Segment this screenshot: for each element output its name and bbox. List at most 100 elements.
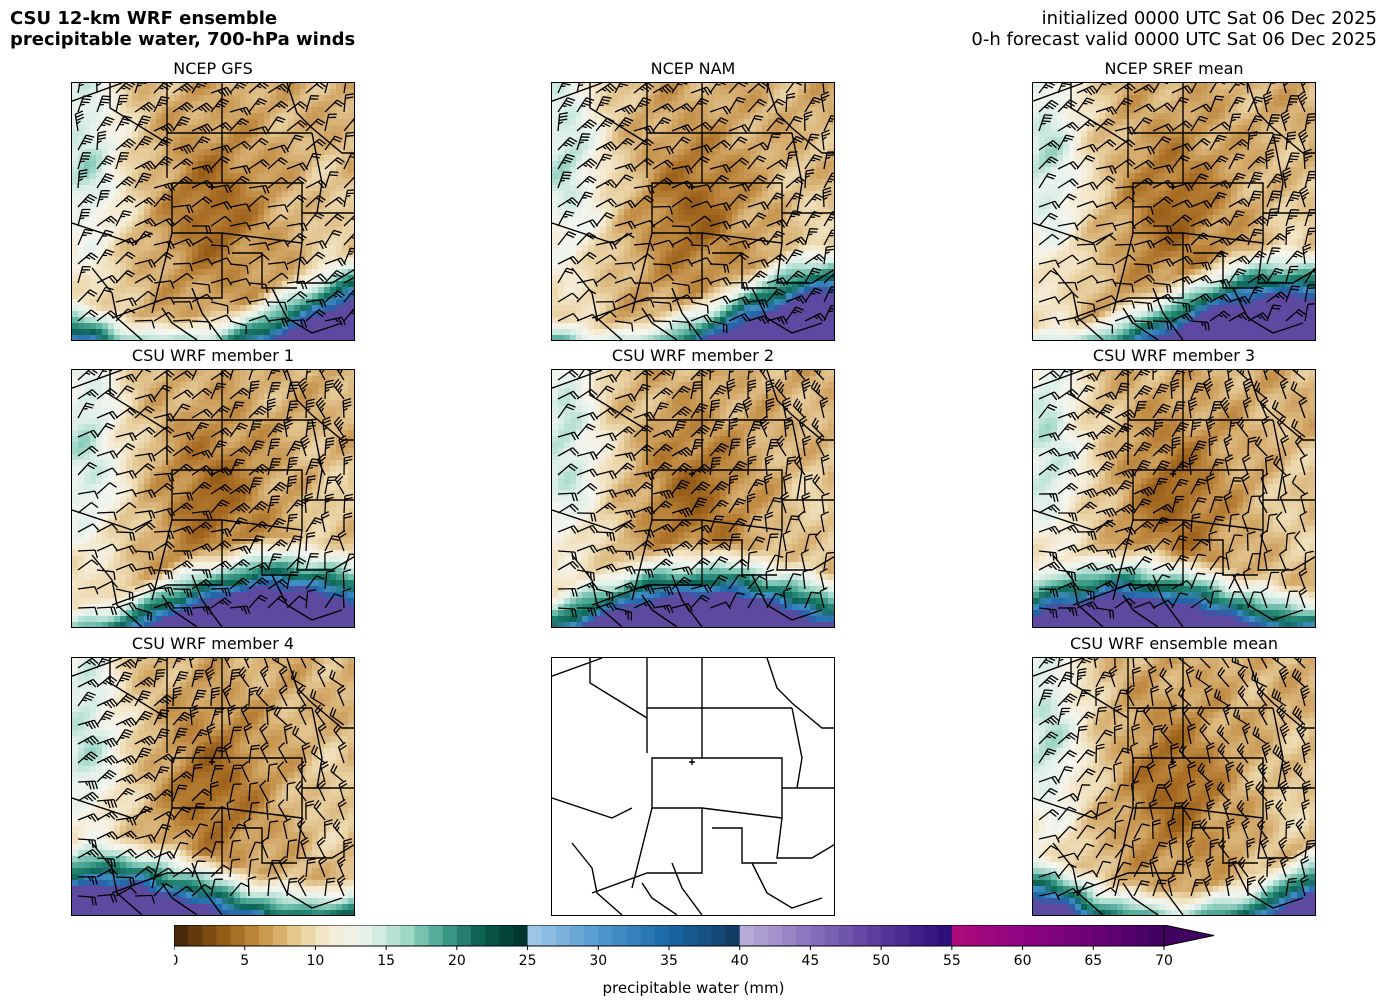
colorbar-cell-6 — [258, 925, 274, 946]
figure-title: CSU 12-km WRF ensemble precipitable wate… — [10, 8, 355, 50]
colorbar-cell-37 — [697, 925, 712, 946]
map-svg — [72, 370, 354, 627]
map-panel-ensemble-mean — [1032, 657, 1316, 916]
pw-field — [552, 370, 834, 627]
colorbar-cell-13 — [357, 925, 373, 946]
colorbar-cell-60 — [1022, 925, 1038, 946]
colorbar-cell-38 — [711, 925, 727, 946]
map-panel-nam — [551, 82, 835, 341]
colorbar-tick-label-40: 40 — [731, 953, 749, 969]
colorbar-cell-32 — [626, 925, 642, 946]
colorbar-cell-15 — [386, 925, 401, 946]
wind-barbs — [557, 370, 834, 621]
pw-field — [72, 83, 354, 340]
colorbar-cell-44 — [796, 925, 811, 946]
colorbar-cell-45 — [810, 925, 826, 946]
colorbar-tick-label-55: 55 — [943, 953, 961, 969]
wind-barbs — [74, 83, 354, 335]
colorbar-tick-label-45: 45 — [802, 953, 820, 969]
colorbar-cell-68 — [1135, 925, 1151, 946]
colorbar-cell-21 — [471, 925, 486, 946]
colorbar-cell-43 — [782, 925, 797, 946]
colorbar-cell-17 — [414, 925, 430, 946]
map-svg — [72, 83, 354, 340]
colorbar-cell-25 — [527, 925, 543, 946]
state-borders — [552, 83, 834, 340]
colorbar-cell-34 — [654, 925, 670, 946]
colorbar-cell-63 — [1065, 925, 1080, 946]
colorbar-cell-35 — [669, 925, 684, 946]
colorbar-cell-33 — [640, 925, 656, 946]
colorbar-cell-66 — [1107, 925, 1123, 946]
colorbar-cell-0 — [174, 925, 189, 946]
colorbar-cell-29 — [584, 925, 599, 946]
map-panel-member-3 — [1032, 369, 1316, 628]
colorbar-cell-14 — [372, 925, 387, 946]
colorbar-cell-9 — [301, 925, 316, 946]
state-borders — [552, 658, 834, 915]
valid-time: 0-h forecast valid 0000 UTC Sat 06 Dec 2… — [971, 29, 1377, 50]
colorbar-tick-label-15: 15 — [377, 953, 395, 969]
colorbar-cell-26 — [541, 925, 557, 946]
map-svg — [552, 658, 834, 915]
colorbar-cell-24 — [513, 925, 529, 946]
map-panel-member-4 — [71, 657, 355, 916]
colorbar-cell-55 — [951, 925, 967, 946]
colorbar-cell-61 — [1036, 925, 1052, 946]
map-panel-gfs — [71, 82, 355, 341]
colorbar-cell-16 — [400, 925, 415, 946]
colorbar-cell-3 — [216, 925, 232, 946]
colorbar-cell-54 — [937, 925, 953, 946]
colorbar-cell-4 — [230, 925, 246, 946]
colorbar-cell-50 — [881, 925, 896, 946]
map-svg — [1033, 83, 1315, 340]
pw-field — [552, 83, 834, 340]
panel-title-member-3: CSU WRF member 3 — [1092, 346, 1256, 365]
colorbar-cell-31 — [612, 925, 628, 946]
colorbar-cell-40 — [739, 925, 755, 946]
colorbar-label: precipitable water (mm) — [602, 979, 785, 997]
wind-barbs — [557, 83, 834, 334]
colorbar-cell-19 — [442, 925, 458, 946]
colorbar-cell-39 — [725, 925, 741, 946]
colorbar-cell-2 — [202, 925, 217, 946]
colorbar-cell-1 — [188, 925, 203, 946]
wind-barbs — [77, 370, 354, 622]
panel-title-nam: NCEP NAM — [650, 59, 736, 78]
colorbar-cell-28 — [570, 925, 585, 946]
state-borders — [552, 370, 834, 627]
colorbar-cell-12 — [343, 925, 359, 946]
colorbar-tick-label-30: 30 — [589, 953, 607, 969]
colorbar-cell-48 — [852, 925, 868, 946]
colorbar-cell-65 — [1093, 925, 1108, 946]
state-borders — [1033, 83, 1315, 340]
colorbar-cell-56 — [966, 925, 981, 946]
map-panel-member-1 — [71, 369, 355, 628]
colorbar-cell-20 — [456, 925, 472, 946]
panel-title-member-1: CSU WRF member 1 — [131, 346, 295, 365]
colorbar-tick-label-5: 5 — [240, 953, 249, 969]
map-svg — [1033, 370, 1315, 627]
colorbar-extend-arrow — [1163, 925, 1215, 947]
colorbar-cell-23 — [499, 925, 514, 946]
wind-barbs — [77, 658, 353, 906]
colorbar-tick-label-60: 60 — [1014, 953, 1032, 969]
colorbar-cell-51 — [895, 925, 910, 946]
panel-title-member-4: CSU WRF member 4 — [131, 634, 295, 653]
site-marker — [689, 759, 695, 765]
colorbar-cell-67 — [1121, 925, 1137, 946]
colorbar-cell-22 — [485, 925, 500, 946]
colorbar-tick-label-25: 25 — [519, 953, 537, 969]
colorbar-cell-52 — [909, 925, 925, 946]
colorbar-cell-10 — [315, 925, 331, 946]
colorbar: 0 5 10 15 20 25 30 35 40 45 50 55 60 65 70 — [174, 925, 1215, 969]
colorbar-cell-42 — [768, 925, 783, 946]
map-svg — [1033, 658, 1315, 915]
panel-title-ensemble-mean: CSU WRF ensemble mean — [1069, 634, 1278, 653]
colorbar-tick-label-70: 70 — [1155, 953, 1173, 969]
colorbar-tick-label-50: 50 — [872, 953, 890, 969]
map-svg — [552, 83, 834, 340]
colorbar-cell-57 — [980, 925, 995, 946]
colorbar-cell-41 — [753, 925, 769, 946]
colorbar-cell-69 — [1149, 925, 1165, 946]
